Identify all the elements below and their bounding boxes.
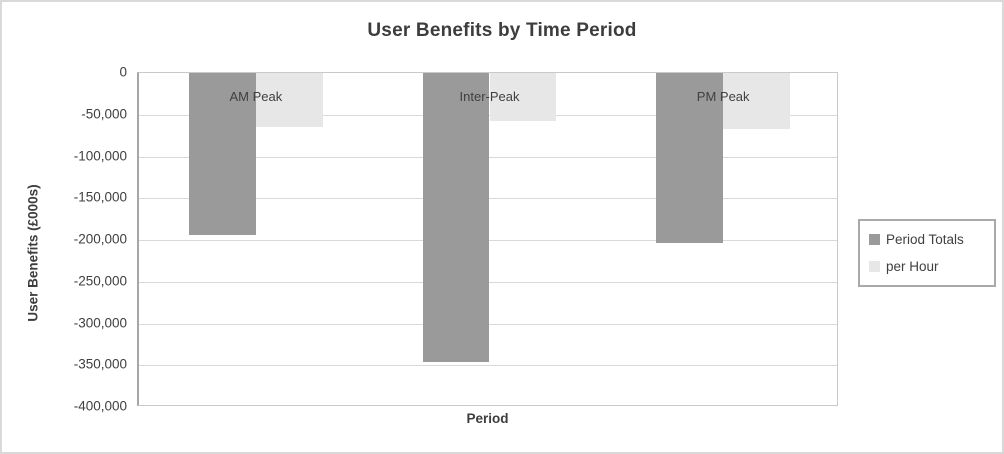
legend-swatch-per-hour-icon — [869, 260, 880, 272]
legend[interactable]: Period Totals per Hour — [858, 219, 996, 287]
y-tick-label: -300,000 — [73, 315, 127, 330]
bar-per-hour-inter-peak[interactable] — [489, 73, 557, 122]
category-label-pm-peak: PM Peak — [696, 89, 750, 104]
legend-item-per-hour[interactable]: per Hour — [869, 259, 994, 274]
legend-label-per-hour: per Hour — [886, 258, 939, 274]
y-tick-label: -200,000 — [73, 231, 127, 247]
chart-title[interactable]: User Benefits by Time Period — [367, 20, 637, 41]
y-tick-label: -100,000 — [73, 148, 127, 163]
bar-period-totals-am-peak[interactable] — [189, 73, 256, 235]
legend-item-period-totals[interactable]: Period Totals — [869, 232, 994, 247]
y-tick-label: 0 — [119, 64, 127, 80]
legend-label-period-totals: Period Totals — [886, 232, 964, 248]
plot-area: AM Peak Inter-Peak PM Peak — [137, 72, 838, 406]
x-axis-title: Period — [466, 411, 509, 426]
legend-swatch-period-totals-icon — [869, 234, 880, 246]
bar-period-totals-inter-peak[interactable] — [422, 73, 490, 362]
category-label-inter-peak: Inter-Peak — [459, 89, 520, 104]
bar-period-totals-pm-peak[interactable] — [656, 73, 724, 243]
bar-per-hour-pm-peak[interactable] — [723, 73, 790, 130]
y-tick-label: -150,000 — [73, 189, 127, 205]
y-axis-title: User Benefits (£000s) — [25, 184, 41, 322]
y-tick-label: -50,000 — [81, 106, 127, 122]
y-tick-label: -400,000 — [73, 398, 127, 414]
y-tick-label: -350,000 — [73, 356, 127, 372]
bar-per-hour-am-peak[interactable] — [255, 73, 323, 128]
category-label-am-peak: AM Peak — [229, 89, 283, 104]
gridline — [139, 365, 837, 367]
y-tick-label: -250,000 — [73, 273, 127, 289]
